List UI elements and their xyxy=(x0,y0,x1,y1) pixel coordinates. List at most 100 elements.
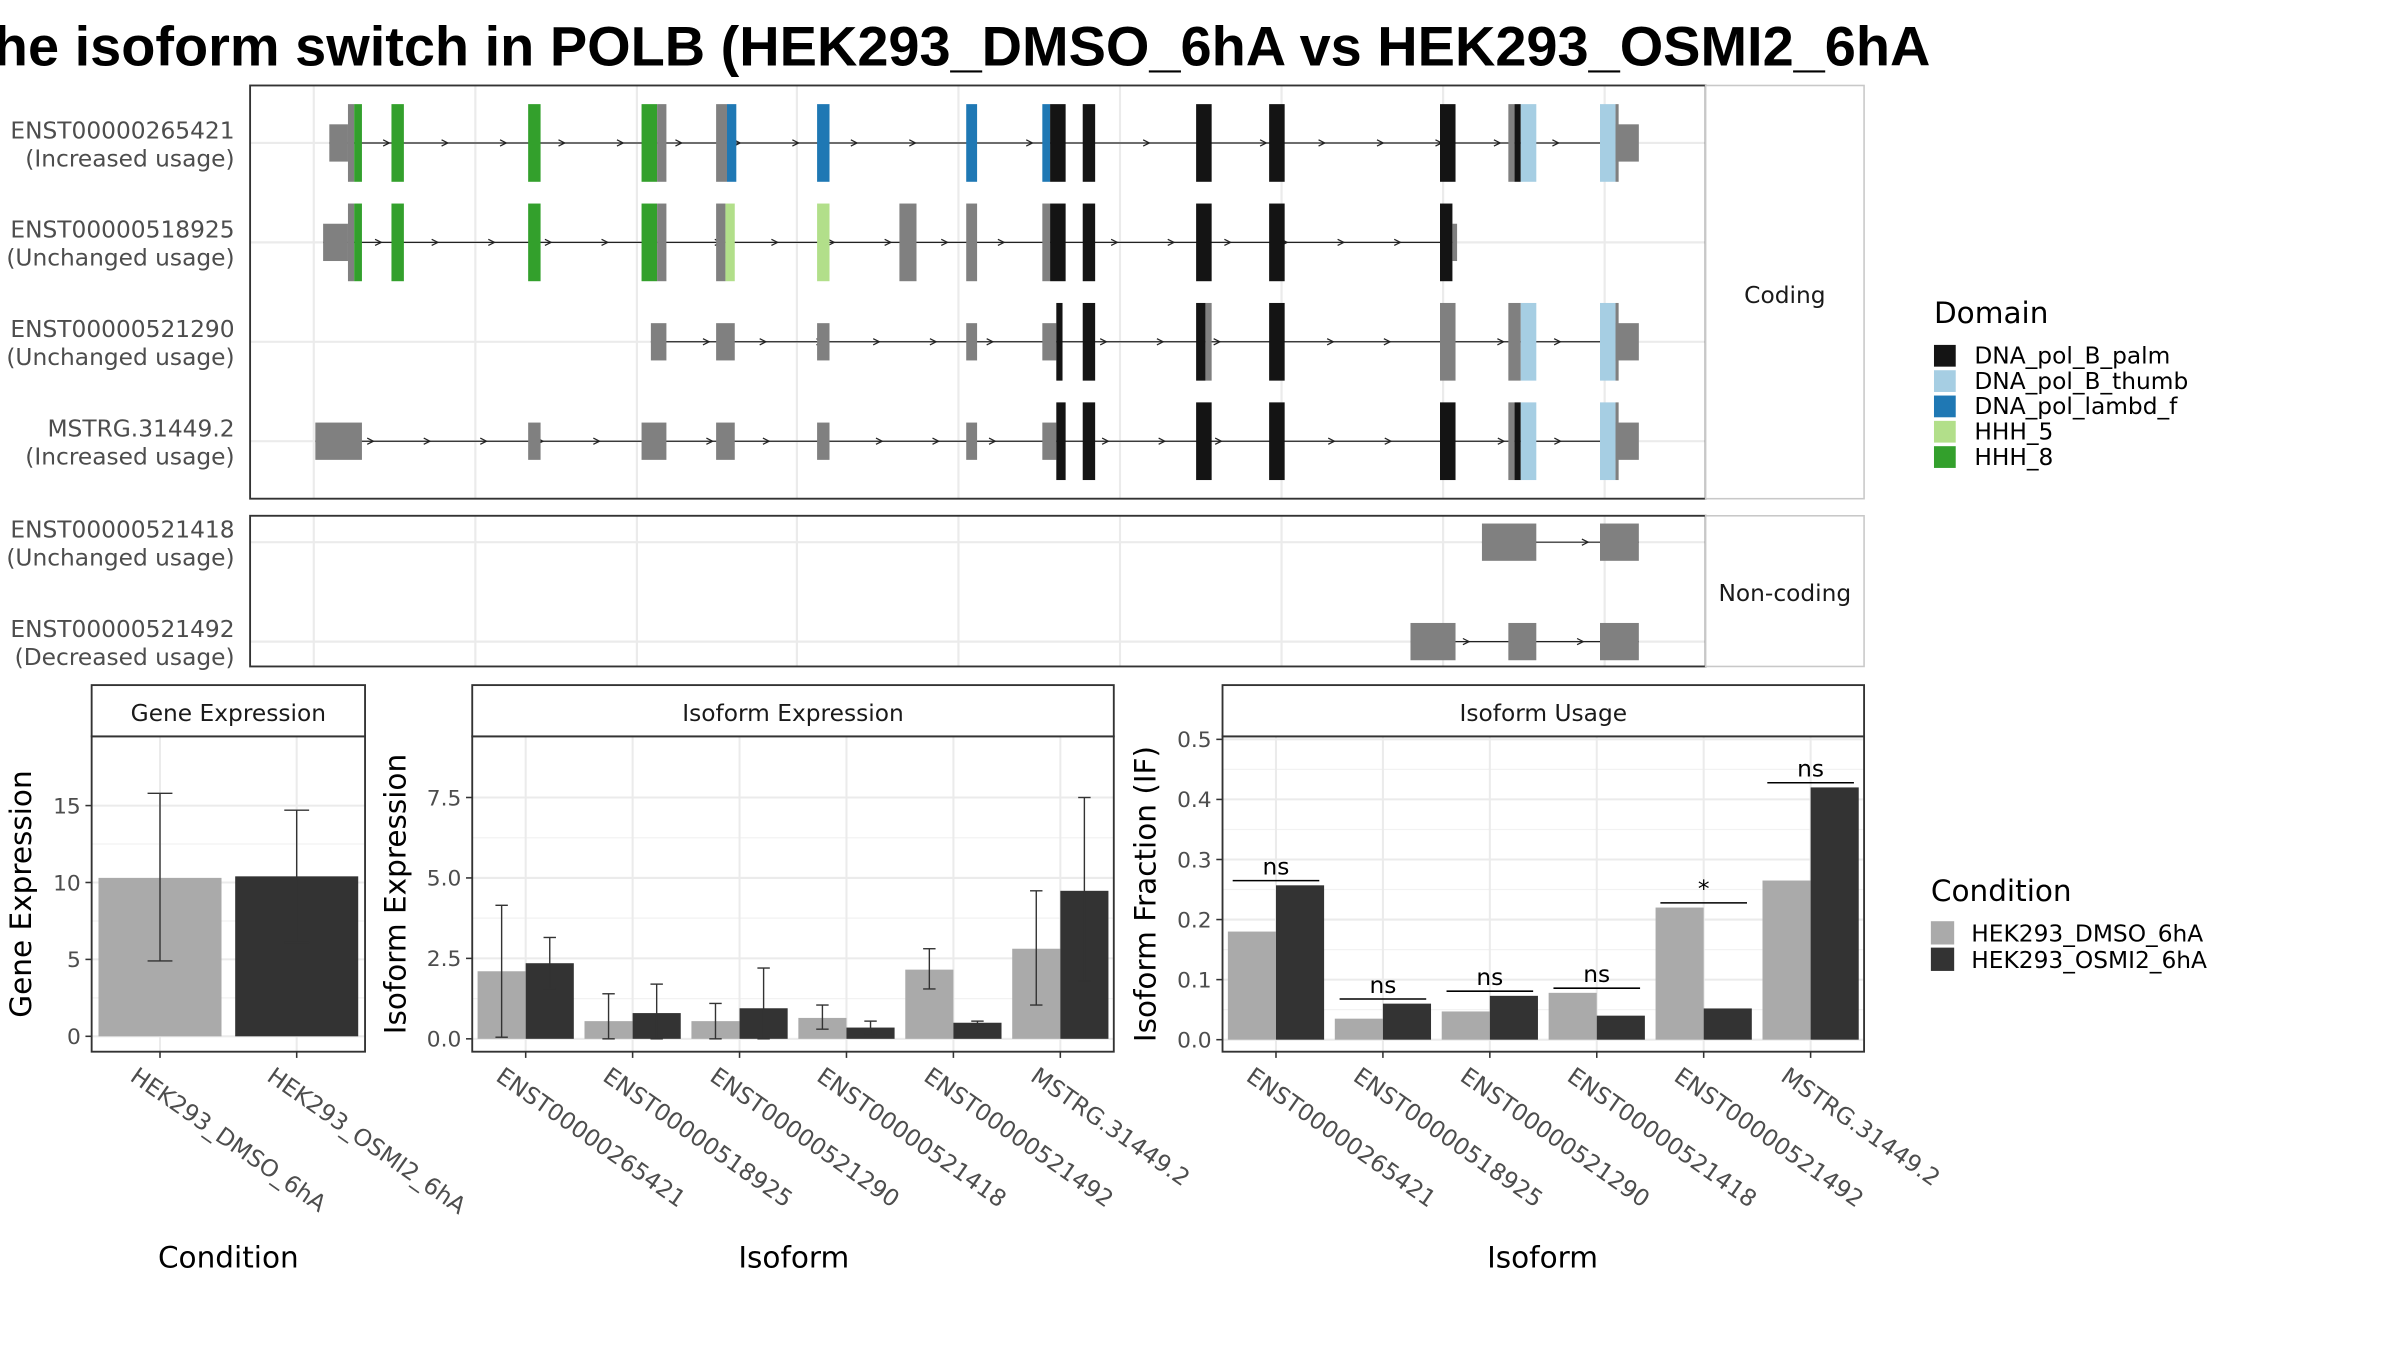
exon-block xyxy=(528,203,541,282)
exon-block xyxy=(1050,104,1066,182)
intron-arrow xyxy=(1553,338,1562,346)
intron-arrow xyxy=(423,437,432,445)
y-tick-label: 0.3 xyxy=(1177,848,1212,873)
intron-arrow xyxy=(1110,238,1119,247)
transcript-id-label: ENST00000518925 xyxy=(10,217,234,244)
domain-legend-swatch xyxy=(1933,420,1956,443)
exon-block xyxy=(1514,402,1521,481)
strip-label-coding: Coding xyxy=(1744,282,1825,309)
intron-arrow xyxy=(1167,238,1176,247)
condition-legend-swatch xyxy=(1930,947,1955,971)
exon-block xyxy=(1042,203,1051,282)
bar xyxy=(1441,1011,1490,1040)
x-tick-label: ENST00000521290 xyxy=(1455,1062,1654,1213)
exon-block xyxy=(528,104,541,182)
exon-block xyxy=(1600,402,1616,481)
domain-legend-swatch xyxy=(1933,395,1956,418)
bar xyxy=(1596,1015,1645,1040)
utr-block xyxy=(966,422,978,460)
condition-legend-title: Condition xyxy=(1931,874,2072,908)
significance-label: ns xyxy=(1797,756,1824,783)
exon-block xyxy=(641,104,658,182)
exon-block xyxy=(1042,104,1051,182)
utr-block xyxy=(1615,124,1639,162)
utr-block xyxy=(650,323,667,361)
intron-arrow xyxy=(479,437,488,445)
intron-arrow xyxy=(558,139,567,147)
intron-arrow xyxy=(909,139,917,147)
y-axis-title: Isoform Expression xyxy=(378,754,412,1034)
intron-arrow xyxy=(706,437,714,445)
intron-arrow xyxy=(850,139,859,147)
intron-arrow xyxy=(441,139,450,147)
intron-arrow xyxy=(1493,139,1502,147)
intron-arrow xyxy=(1497,437,1506,445)
exon-block xyxy=(726,104,737,182)
exon-block xyxy=(725,203,735,282)
transcript-status-label: (Unchanged usage) xyxy=(6,544,234,571)
y-tick-label: 0.4 xyxy=(1177,788,1212,813)
y-tick-label: 5.0 xyxy=(427,867,462,892)
intron-arrow xyxy=(1224,238,1232,247)
intron-arrow xyxy=(1327,437,1336,445)
transcript-status-label: (Unchanged usage) xyxy=(6,245,234,272)
intron-arrow xyxy=(1318,139,1327,147)
panel-title: Isoform Usage xyxy=(1460,700,1628,727)
x-tick-label: ENST00000521418 xyxy=(1562,1062,1761,1213)
exon-block xyxy=(1508,302,1521,381)
panel-title: Gene Expression xyxy=(131,700,326,727)
intron-arrow xyxy=(1393,238,1402,247)
x-tick-label: ENST00000265421 xyxy=(491,1062,690,1213)
exon-block xyxy=(1508,104,1515,182)
exon-block xyxy=(1440,104,1456,182)
intron-arrow xyxy=(374,238,383,247)
exon-block xyxy=(1269,203,1285,282)
utr-block xyxy=(1410,622,1456,661)
exon-block xyxy=(1082,402,1096,481)
intron-arrow xyxy=(1376,139,1385,147)
exon-block xyxy=(1514,104,1521,182)
exon-block xyxy=(1205,302,1212,381)
structure-panel-bg xyxy=(250,85,1706,499)
x-tick-label: ENST00000521290 xyxy=(705,1062,904,1213)
y-tick-label: 0.1 xyxy=(1177,968,1212,993)
intron-arrow xyxy=(1214,437,1223,445)
exon-block xyxy=(1050,203,1066,282)
utr-block xyxy=(817,422,830,460)
exon-block xyxy=(354,203,362,282)
intron-arrow xyxy=(872,338,881,346)
exon-block xyxy=(1269,402,1285,481)
bar xyxy=(1382,1003,1432,1040)
facet-strip xyxy=(1704,84,1865,500)
bar xyxy=(1548,992,1597,1040)
exon-block xyxy=(1269,104,1285,182)
utr-block xyxy=(1600,622,1639,661)
intron-arrow xyxy=(1576,637,1585,646)
bar xyxy=(1489,995,1538,1040)
exon-block xyxy=(716,104,727,182)
intron-arrow xyxy=(762,437,771,445)
intron-arrow xyxy=(488,238,496,247)
utr-block xyxy=(716,422,735,460)
utr-block xyxy=(1042,323,1057,361)
x-tick-label: ENST00000518925 xyxy=(598,1062,797,1213)
x-tick-label: ENST00000521492 xyxy=(1669,1062,1868,1213)
condition-legend-swatch xyxy=(1930,921,1955,945)
intron-arrow xyxy=(1156,338,1165,346)
intron-arrow xyxy=(875,437,884,445)
panel-strip xyxy=(471,684,1115,738)
intron-arrow xyxy=(1552,139,1561,147)
utr-block xyxy=(323,223,348,262)
bar xyxy=(1655,907,1704,1040)
utr-block xyxy=(1042,422,1057,460)
intron-arrow xyxy=(1337,238,1346,247)
intron-arrow xyxy=(675,139,684,147)
transcript-id-label: MSTRG.31449.2 xyxy=(47,416,234,443)
intron-arrow xyxy=(884,238,893,247)
y-tick-label: 2.5 xyxy=(427,947,462,972)
intron-arrow xyxy=(1142,139,1151,147)
panel-strip xyxy=(1221,684,1866,738)
utr-block xyxy=(528,422,541,460)
intron-arrow xyxy=(1099,338,1108,346)
utr-block xyxy=(1615,323,1639,361)
